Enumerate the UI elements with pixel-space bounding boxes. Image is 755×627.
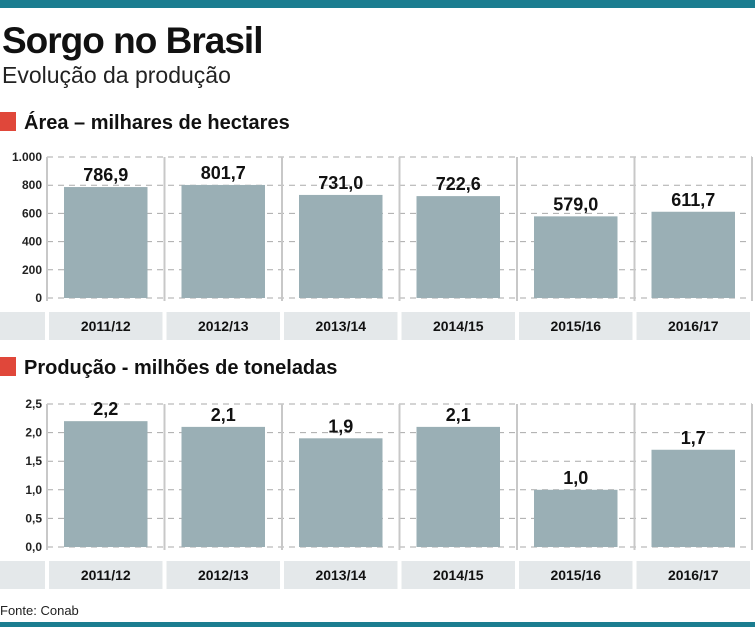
category-band (166, 312, 280, 340)
area-chart: 0 200 400 600 800 1.000 2011/12 786,9 2012/13 801… (0, 150, 753, 340)
x-tick-label: 2013/14 (315, 567, 366, 583)
data-label: 1,0 (563, 468, 588, 488)
y-tick-label: 800 (22, 178, 42, 192)
area-chart-heading: Área – milhares de hectares (0, 112, 290, 135)
y-tick-label: 400 (22, 235, 42, 249)
x-tick-label: 2014/15 (433, 567, 484, 583)
production-chart-heading: Produção - milhões de toneladas (0, 357, 337, 380)
source-note: Fonte: Conab (0, 603, 79, 618)
bar (64, 187, 148, 298)
x-tick-label: 2013/14 (315, 318, 366, 334)
data-label: 801,7 (201, 163, 246, 183)
x-tick-label: 2016/17 (668, 567, 719, 583)
data-label: 2,1 (211, 405, 236, 425)
top-accent-bar (0, 0, 755, 8)
category-band (401, 312, 515, 340)
y-tick-label: 1,5 (25, 454, 42, 468)
bar (64, 421, 148, 547)
category-band (49, 312, 163, 340)
production-chart: 0,0 0,5 1,0 1,5 2,0 2,5 2011/12 2,2 2012/13 2,1 20… (0, 397, 753, 589)
red-square-marker-icon (0, 112, 16, 131)
x-tick-label: 2011/12 (81, 318, 131, 334)
bar (299, 438, 383, 547)
category-band (166, 561, 280, 589)
data-label: 1,9 (328, 416, 353, 436)
area-chart-title: Área – milhares de hectares (24, 112, 290, 134)
page-subtitle: Evolução da produção (2, 62, 231, 88)
y-tick-label: 200 (22, 263, 42, 277)
y-tick-label: 0 (35, 291, 42, 305)
data-label: 2,1 (446, 405, 471, 425)
page-title: Sorgo no Brasil (2, 20, 263, 61)
category-band (0, 312, 45, 340)
data-label: 1,7 (681, 428, 706, 448)
y-tick-label: 0,5 (25, 511, 42, 525)
category-band (636, 561, 750, 589)
x-tick-label: 2015/16 (550, 567, 601, 583)
data-label: 786,9 (83, 165, 128, 185)
category-band (636, 312, 750, 340)
x-tick-label: 2016/17 (668, 318, 719, 334)
bar (534, 216, 618, 298)
bar (181, 184, 265, 298)
y-tick-label: 2,0 (25, 426, 42, 440)
data-label: 731,0 (318, 173, 363, 193)
bar (534, 489, 618, 547)
x-tick-label: 2012/13 (198, 318, 249, 334)
production-chart-title: Produção - milhões de toneladas (24, 357, 338, 379)
data-label: 722,6 (436, 174, 481, 194)
category-band (401, 561, 515, 589)
y-tick-label: 600 (22, 206, 42, 220)
data-label: 2,2 (93, 399, 118, 419)
category-band (49, 561, 163, 589)
bar (181, 426, 265, 547)
category-band (284, 561, 398, 589)
data-label: 579,0 (553, 194, 598, 214)
bar (416, 426, 500, 547)
data-label: 611,7 (671, 190, 715, 210)
category-band (0, 561, 45, 589)
bar (299, 194, 383, 298)
x-tick-label: 2015/16 (550, 318, 601, 334)
y-tick-label: 0,0 (25, 540, 42, 554)
x-tick-label: 2014/15 (433, 318, 484, 334)
x-tick-label: 2011/12 (81, 567, 131, 583)
y-tick-label: 1,0 (25, 483, 42, 497)
bar (651, 449, 735, 547)
red-square-marker-icon (0, 357, 16, 376)
x-tick-label: 2012/13 (198, 567, 249, 583)
category-band (284, 312, 398, 340)
bottom-accent-bar (0, 622, 755, 627)
y-tick-label: 1.000 (12, 150, 42, 164)
y-tick-label: 2,5 (25, 397, 42, 411)
bar (416, 196, 500, 298)
category-band (519, 561, 633, 589)
bar (651, 211, 735, 298)
category-band (519, 312, 633, 340)
